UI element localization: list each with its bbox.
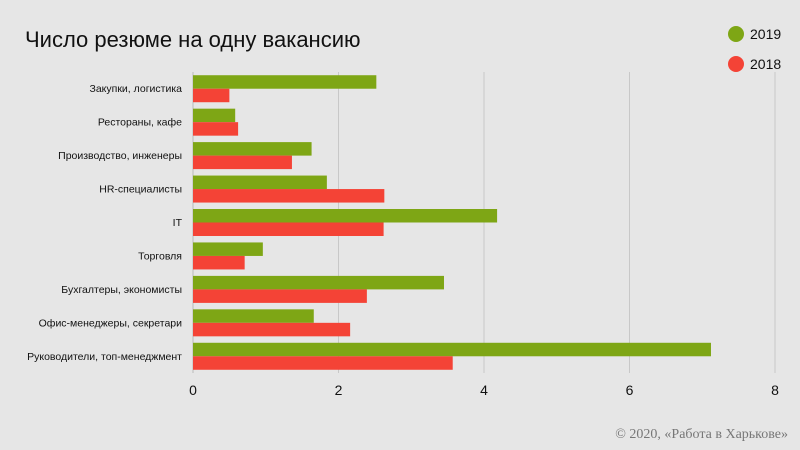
- bar-2018: [193, 222, 384, 236]
- category-label: Рестораны, кафе: [98, 117, 182, 129]
- legend-item-2019: 2019: [728, 24, 781, 44]
- legend-item-2018: 2018: [728, 54, 781, 74]
- bar-2018: [193, 189, 385, 203]
- legend-label-2018: 2018: [750, 56, 782, 72]
- category-label: HR-специалисты: [99, 184, 182, 196]
- bar-2018: [193, 322, 351, 337]
- legend-swatch-2019: [728, 26, 744, 42]
- bar-2018: [193, 88, 230, 103]
- bar-2019: [193, 108, 236, 123]
- category-label: Закупки, логистика: [90, 83, 183, 95]
- category-label: Бухгалтеры, экономисты: [61, 284, 182, 296]
- x-tick-label: 6: [626, 382, 634, 398]
- bar-2019: [193, 142, 312, 156]
- bar-2019: [193, 242, 263, 256]
- x-tick-label: 2: [335, 382, 343, 398]
- bar-2019: [193, 275, 444, 290]
- x-tick-label: 0: [189, 382, 197, 398]
- bar-2018: [193, 255, 245, 270]
- bar-2019: [193, 309, 314, 323]
- bar-2019: [193, 75, 377, 89]
- legend-label-2019: 2019: [750, 26, 782, 42]
- bar-2018: [193, 289, 367, 303]
- bar-2019: [193, 175, 327, 190]
- category-label: Руководители, топ-менеджмент: [27, 351, 182, 363]
- x-tick-label: 4: [480, 382, 488, 398]
- copyright-text: © 2020, «Работа в Харькове»: [615, 427, 788, 442]
- category-label: IT: [173, 217, 183, 229]
- legend: 2019 2018: [728, 24, 781, 84]
- bar-2018: [193, 155, 292, 170]
- chart-title: Число резюме на одну вакансию: [25, 27, 361, 52]
- bar-2019: [193, 342, 711, 357]
- category-label: Торговля: [138, 250, 182, 262]
- x-tick-label: 8: [771, 382, 779, 398]
- bar-2018: [193, 122, 239, 136]
- bar-2019: [193, 209, 498, 223]
- category-label: Офис-менеджеры, секретари: [39, 317, 182, 329]
- category-label: Производство, инженеры: [58, 150, 182, 162]
- bar-2018: [193, 356, 453, 370]
- legend-swatch-2018: [728, 56, 744, 72]
